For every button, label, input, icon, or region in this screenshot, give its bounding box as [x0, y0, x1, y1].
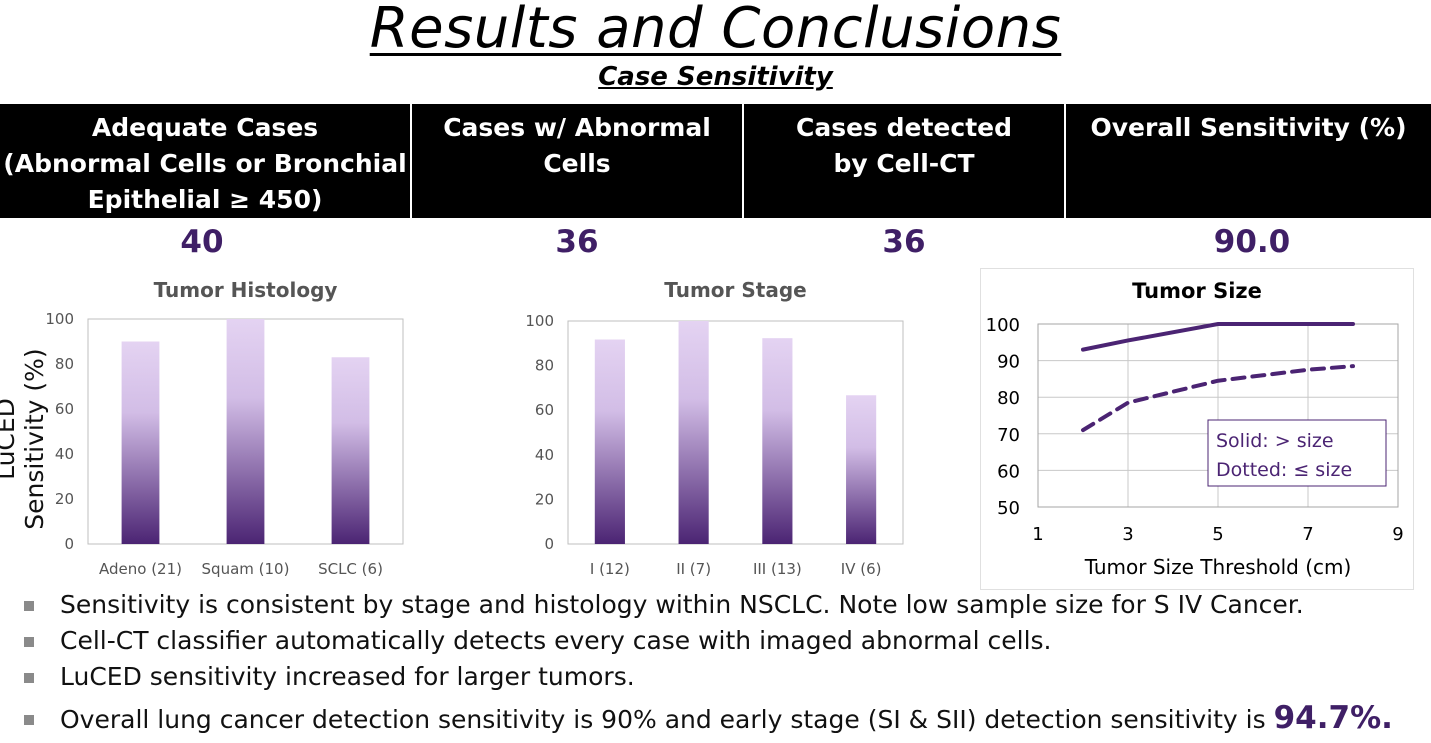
y-tick-label: 80: [997, 388, 1020, 409]
x-tick-label: SCLC (6): [318, 560, 383, 578]
header-adequate-cases: Adequate Cases (Abnormal Cells or Bronch…: [0, 104, 410, 218]
bullet-4: Overall lung cancer detection sensitivit…: [60, 700, 1393, 736]
x-tick-label: IV (6): [841, 560, 882, 578]
y-tick-label: 100: [525, 312, 554, 330]
header-line: Epithelial ≥ 450): [87, 185, 323, 214]
chart-title: Tumor Size: [1132, 279, 1262, 303]
bar: [331, 357, 370, 544]
bar: [678, 321, 709, 544]
header-line: Cases detected: [795, 113, 1012, 142]
stage-chart: Tumor Stage 0 20 40 60 80 100 I (12) II (7) III (…: [525, 278, 904, 578]
series-line-dotted: [1081, 364, 1355, 433]
legend-entry-dotted: Dotted: ≤ size: [1216, 459, 1352, 481]
bullet-1: Sensitivity is consistent by stage and h…: [60, 590, 1304, 619]
y-tick-label: 70: [997, 425, 1020, 446]
bullet-marker: [24, 673, 34, 683]
legend-entry-solid: Solid: > size: [1216, 430, 1334, 452]
x-tick-label: 5: [1212, 524, 1223, 545]
y-tick-label: 60: [55, 400, 74, 418]
y-tick-label: 50: [997, 498, 1020, 519]
value-overall-sensitivity: 90.0: [1213, 224, 1291, 260]
value-adequate-cases: 40: [180, 224, 224, 260]
chart-title: Tumor Stage: [664, 278, 806, 302]
plot-frame: [567, 320, 904, 545]
legend-box: [1207, 419, 1387, 487]
bar: [594, 339, 625, 544]
bar: [121, 341, 160, 544]
y-tick-label: 90: [997, 352, 1020, 373]
x-tick-label: III (13): [753, 560, 802, 578]
x-tick-label: 7: [1302, 524, 1313, 545]
y-tick-label: 0: [64, 535, 74, 553]
bullet-4-text: Overall lung cancer detection sensitivit…: [60, 705, 1274, 734]
y-tick-label: 100: [45, 310, 74, 328]
bullet-4-emphasis: 94.7%.: [1273, 700, 1393, 736]
header-line: Adequate Cases: [91, 113, 319, 142]
header-line: (Abnormal Cells or Bronchial: [3, 149, 407, 178]
header-line: Cases w/ Abnormal Cells: [443, 113, 711, 178]
header-divider: [1064, 104, 1066, 218]
y-tick-label: 0: [544, 535, 554, 553]
header-divider: [742, 104, 744, 218]
histology-chart: Tumor Histology 0 20 40 60 80 100 Adeno (21) Squ…: [45, 278, 404, 578]
x-tick-label: Adeno (21): [99, 560, 182, 578]
x-tick-label: Squam (10): [202, 560, 290, 578]
bullet-2: Cell-CT classifier automatically detects…: [60, 626, 1052, 655]
header-line: Overall Sensitivity (%): [1090, 113, 1407, 142]
y-tick-label: 100: [986, 315, 1020, 336]
y-tick-label: 60: [997, 461, 1020, 482]
x-tick-label: 3: [1122, 524, 1133, 545]
y-tick-label: 20: [55, 490, 74, 508]
y-tick-label: 40: [55, 445, 74, 463]
y-tick-label: 80: [55, 355, 74, 373]
series-line-solid: [1081, 322, 1355, 352]
header-cases-detected: Cases detected by Cell-CT: [744, 104, 1064, 218]
bullet-marker: [24, 715, 34, 725]
y-tick-label: 60: [535, 401, 554, 419]
size-chart: Tumor Size 50 60 70 80 90 100 1 3 5 7 9 Tumor Size T…: [980, 268, 1414, 590]
x-tick-label: 1: [1032, 524, 1043, 545]
page-title: Results and Conclusions: [369, 0, 1062, 61]
bullet-marker: [24, 601, 34, 611]
section-subtitle: Case Sensitivity: [598, 62, 833, 92]
header-abnormal-cells: Cases w/ Abnormal Cells: [412, 104, 742, 218]
x-tick-label: I (12): [590, 560, 630, 578]
header-overall-sensitivity: Overall Sensitivity (%): [1066, 104, 1431, 218]
bullet-3: LuCED sensitivity increased for larger t…: [60, 662, 635, 691]
x-tick-label: II (7): [676, 560, 711, 578]
value-abnormal-cells: 36: [555, 224, 599, 260]
x-axis-label: Tumor Size Threshold (cm): [1084, 555, 1352, 579]
table-header: Adequate Cases (Abnormal Cells or Bronch…: [0, 104, 1431, 218]
bullet-marker: [24, 637, 34, 647]
y-tick-label: 80: [535, 357, 554, 375]
x-tick-label: 9: [1392, 524, 1403, 545]
y-tick-label: 40: [535, 446, 554, 464]
header-line: by Cell-CT: [833, 149, 975, 178]
bar: [226, 319, 265, 544]
bar: [846, 395, 877, 544]
chart-title: Tumor Histology: [154, 278, 338, 302]
bar: [762, 338, 793, 544]
y-tick-label: 20: [535, 490, 554, 508]
value-cases-detected: 36: [882, 224, 926, 260]
header-divider: [410, 104, 412, 218]
